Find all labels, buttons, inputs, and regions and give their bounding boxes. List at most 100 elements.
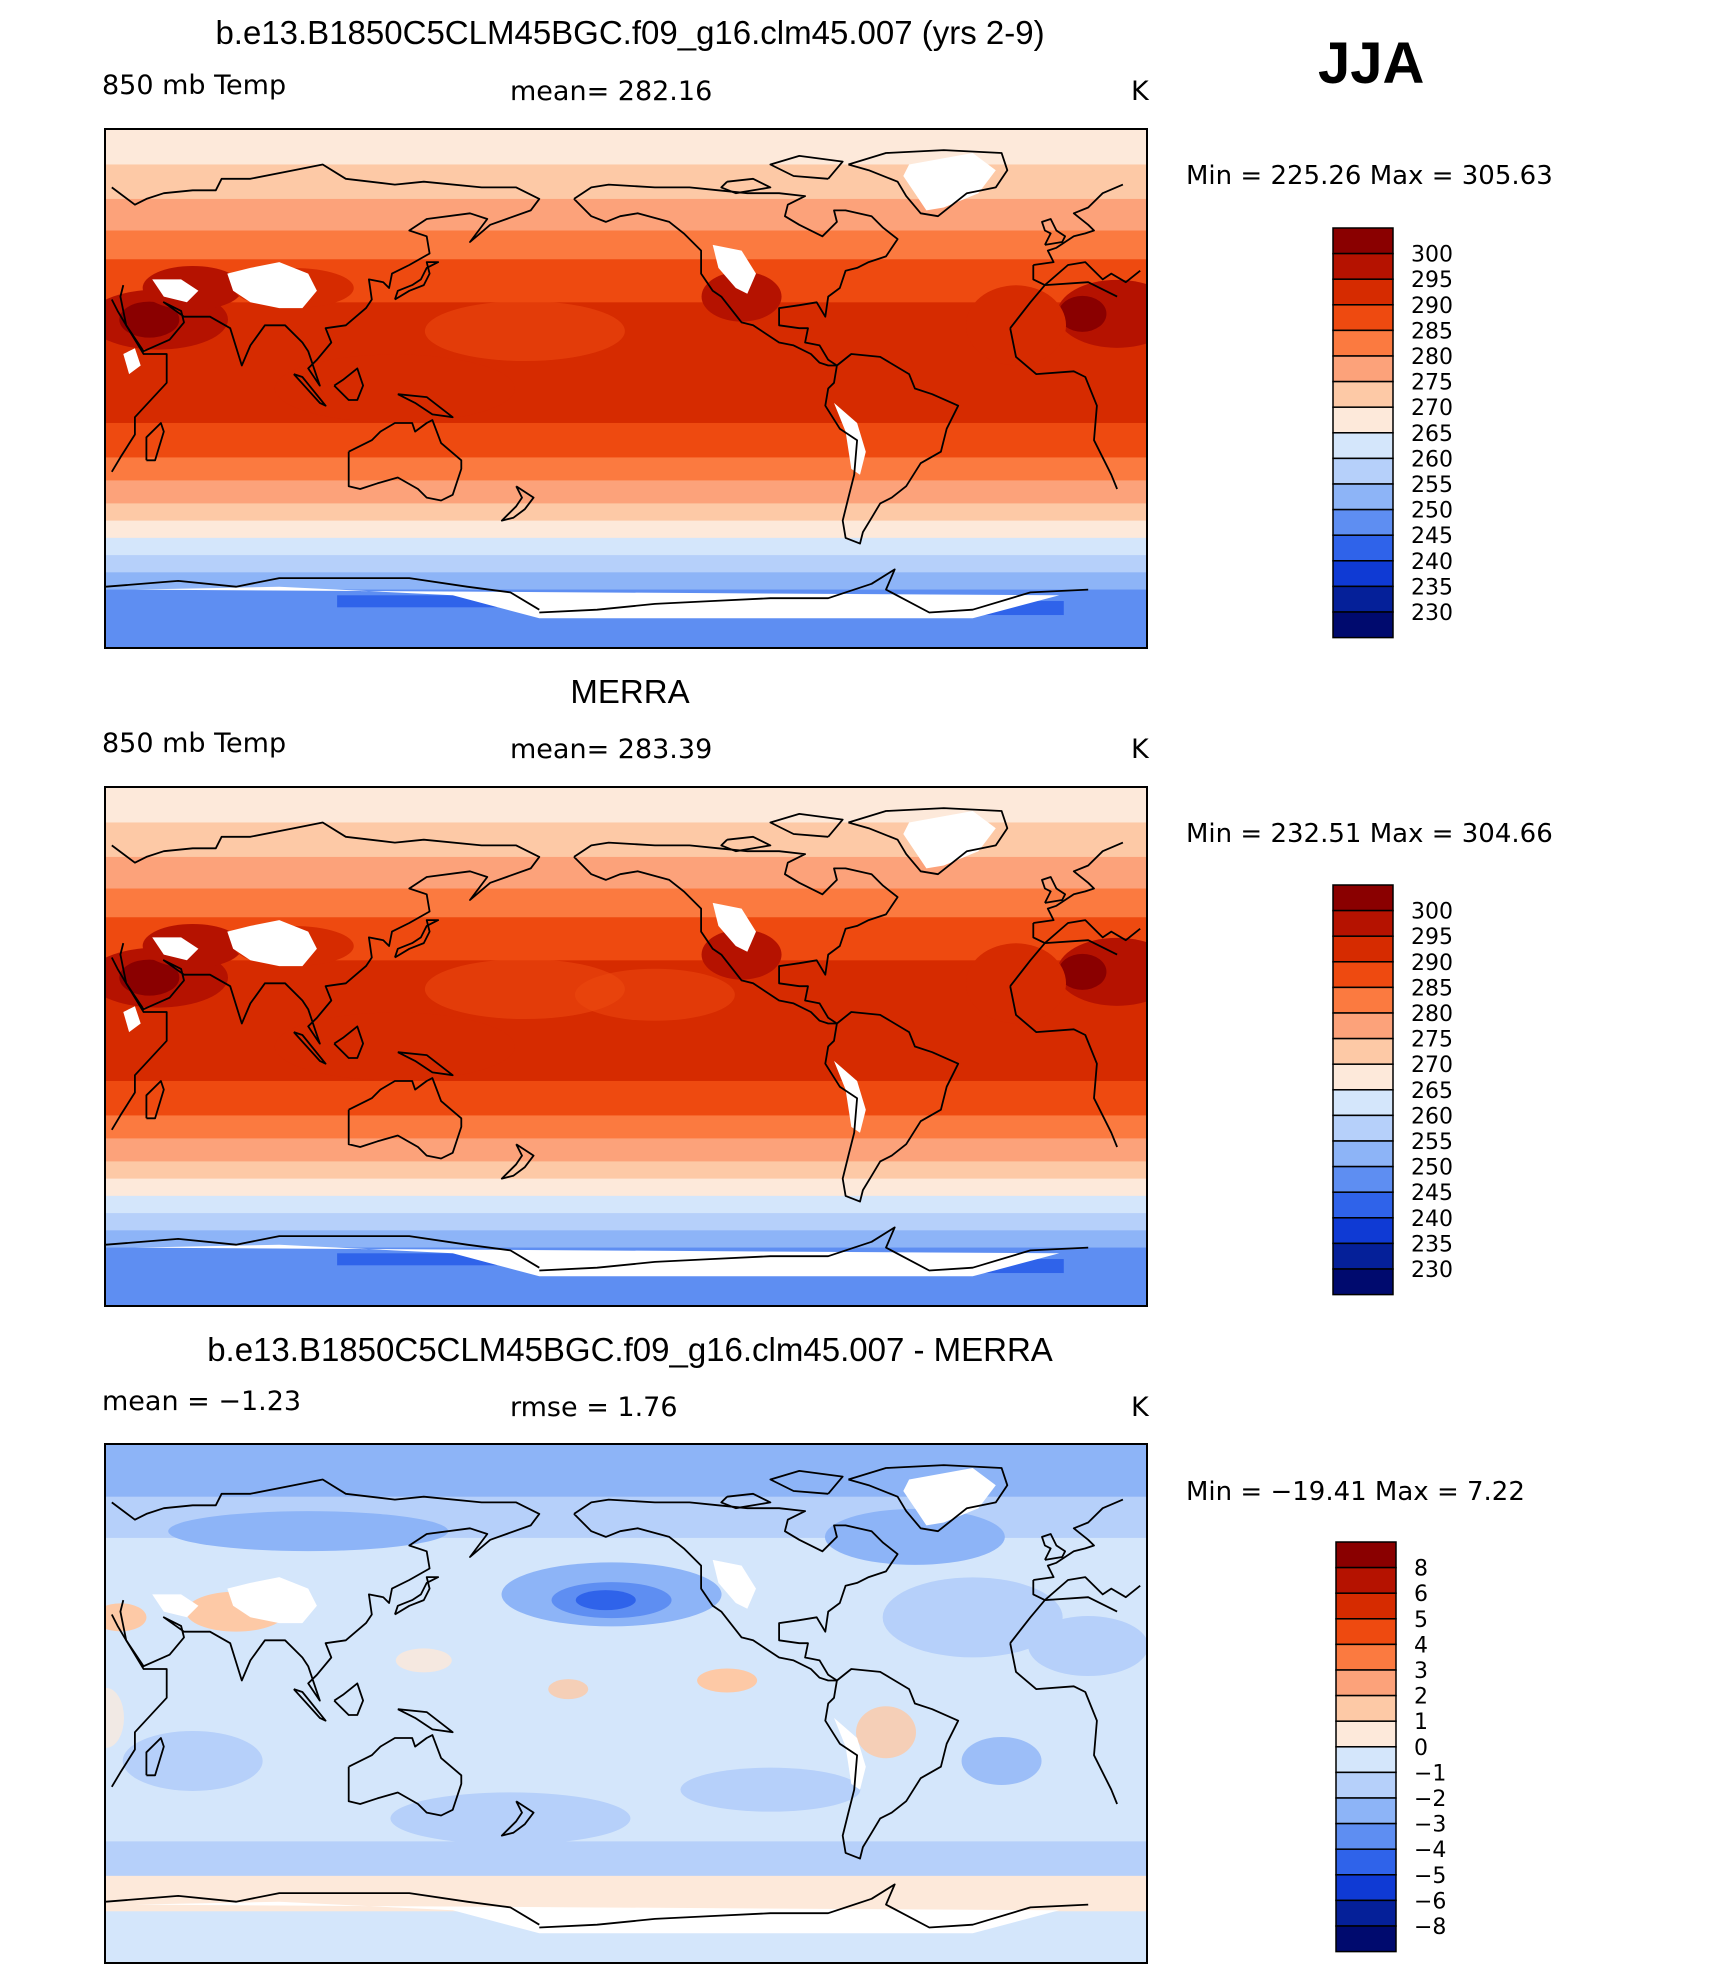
panel-3-minmax: Min = −19.41 Max = 7.22 (1186, 1477, 1525, 1507)
colorbar-swatch (1332, 355, 1394, 383)
colorbar-swatch (1332, 252, 1394, 280)
colorbar-tick-label: 265 (1411, 422, 1453, 447)
colorbar-swatch (1332, 483, 1394, 511)
colorbar-tick-label: 8 (1414, 1557, 1428, 1582)
colorbar-tick-label: 245 (1411, 524, 1453, 549)
colorbar-swatch (1332, 611, 1394, 639)
colorbar-swatch (1332, 534, 1394, 562)
colorbar-swatch (1332, 1217, 1394, 1245)
colorbar-swatch (1332, 457, 1394, 485)
colorbar-swatch (1332, 1012, 1394, 1040)
panel-2-colorbar: 300 295 290 285 280 275 270 265 260 255 250 245 240 2… (1332, 884, 1493, 1297)
panel-2-minmax: Min = 232.51 Max = 304.66 (1186, 819, 1553, 849)
colorbar-tick-label: −1 (1414, 1761, 1446, 1786)
colorbar-tick-label: 295 (1411, 268, 1453, 293)
colorbar-tick-label: 250 (1411, 1156, 1453, 1181)
colorbar-tick-label: −6 (1414, 1889, 1446, 1914)
panel-2-map (104, 786, 1148, 1307)
colorbar-swatch (1332, 278, 1394, 306)
colorbar-tick-label: 265 (1411, 1079, 1453, 1104)
colorbar-tick-label: 290 (1411, 294, 1453, 319)
colorbar-tick-label: 260 (1411, 447, 1453, 472)
colorbar-tick-label: 275 (1411, 1028, 1453, 1053)
colorbar-tick-label: 6 (1414, 1582, 1428, 1607)
panel-3-mean-label: mean = −1.23 (102, 1386, 302, 1417)
panel-1-colorbar: 300 295 290 285 280 275 270 265 260 255 250 245 240 2… (1332, 227, 1493, 640)
panel-3-title: b.e13.B1850C5CLM45BGC.f09_g16.clm45.007 … (207, 1331, 1053, 1368)
colorbar-tick-label: 280 (1411, 345, 1453, 370)
colorbar-tick-label: 230 (1411, 1258, 1453, 1283)
panel-2-mean-label: mean= 283.39 (510, 734, 713, 765)
colorbar-swatch (1332, 884, 1394, 912)
colorbar-tick-label: 270 (1411, 1053, 1453, 1078)
colorbar-swatch (1332, 961, 1394, 989)
colorbar-swatch (1335, 1541, 1397, 1569)
colorbar-swatch (1332, 1268, 1394, 1296)
colorbar-swatch (1332, 1114, 1394, 1142)
colorbar-tick-label: 285 (1411, 319, 1453, 344)
colorbar-tick-label: 255 (1411, 1130, 1453, 1155)
colorbar-swatch (1335, 1899, 1397, 1927)
colorbar-tick-label: 4 (1414, 1633, 1428, 1658)
colorbar-swatch (1335, 1874, 1397, 1902)
colorbar-swatch (1332, 406, 1394, 434)
colorbar-swatch (1335, 1669, 1397, 1697)
panel-1-variable-label: 850 mb Temp (102, 70, 287, 101)
panel-1-units: K (1131, 76, 1149, 107)
colorbar-tick-label: 290 (1411, 951, 1453, 976)
panel-1-map (104, 128, 1148, 649)
season-label: JJA (1318, 31, 1425, 96)
colorbar-swatch (1332, 1242, 1394, 1270)
colorbar-swatch (1335, 1746, 1397, 1774)
colorbar-swatch (1335, 1925, 1397, 1953)
colorbar-swatch (1332, 1063, 1394, 1091)
colorbar-swatch (1335, 1771, 1397, 1799)
colorbar-tick-label: 0 (1414, 1736, 1428, 1761)
panel-2-units: K (1131, 734, 1149, 765)
colorbar-swatch (1335, 1592, 1397, 1620)
colorbar-swatch (1332, 432, 1394, 460)
colorbar-swatch (1335, 1643, 1397, 1671)
panel-3-rmse-label: rmse = 1.76 (510, 1392, 678, 1423)
colorbar-swatch (1335, 1566, 1397, 1594)
colorbar-tick-label: 240 (1411, 1207, 1453, 1232)
colorbar-tick-label: 235 (1411, 575, 1453, 600)
colorbar-tick-label: 1 (1414, 1710, 1428, 1735)
panel-1-mean-label: mean= 282.16 (510, 76, 713, 107)
colorbar-swatch (1332, 1165, 1394, 1193)
colorbar-tick-label: 285 (1411, 976, 1453, 1001)
panel-2-title: MERRA (570, 673, 690, 710)
panel-2-variable-label: 850 mb Temp (102, 728, 287, 759)
colorbar-swatch (1332, 1191, 1394, 1219)
colorbar-swatch (1332, 304, 1394, 332)
colorbar-swatch (1332, 1089, 1394, 1117)
colorbar-tick-label: 300 (1411, 243, 1453, 268)
colorbar-tick-label: 255 (1411, 473, 1453, 498)
colorbar-swatch (1335, 1797, 1397, 1825)
colorbar-swatch (1335, 1720, 1397, 1748)
colorbar-swatch (1332, 986, 1394, 1014)
colorbar-swatch (1332, 935, 1394, 963)
colorbar-tick-label: −5 (1414, 1864, 1446, 1889)
panel-3-units: K (1131, 1392, 1149, 1423)
colorbar-tick-label: −2 (1414, 1787, 1446, 1812)
colorbar-tick-label: −3 (1414, 1813, 1446, 1838)
colorbar-tick-label: 2 (1414, 1685, 1428, 1710)
colorbar-tick-label: 280 (1411, 1002, 1453, 1027)
panel-1-title: b.e13.B1850C5CLM45BGC.f09_g16.clm45.007 … (215, 14, 1045, 51)
colorbar-swatch (1335, 1618, 1397, 1646)
colorbar-swatch (1332, 380, 1394, 408)
colorbar-tick-label: 300 (1411, 900, 1453, 925)
colorbar-tick-label: 3 (1414, 1659, 1428, 1684)
panel-3-colorbar: 8 6 5 4 3 2 1 0 −1 −2 −3 −4 −5 −6 −8 (1335, 1541, 1496, 1954)
colorbar-swatch (1332, 227, 1394, 255)
colorbar-tick-label: 245 (1411, 1181, 1453, 1206)
colorbar-swatch (1332, 329, 1394, 357)
colorbar-tick-label: 230 (1411, 601, 1453, 626)
colorbar-tick-label: 270 (1411, 396, 1453, 421)
colorbar-tick-label: −4 (1414, 1838, 1446, 1863)
colorbar-swatch (1332, 1037, 1394, 1065)
colorbar-tick-label: 295 (1411, 925, 1453, 950)
colorbar-swatch (1332, 585, 1394, 613)
colorbar-swatch (1332, 1140, 1394, 1168)
